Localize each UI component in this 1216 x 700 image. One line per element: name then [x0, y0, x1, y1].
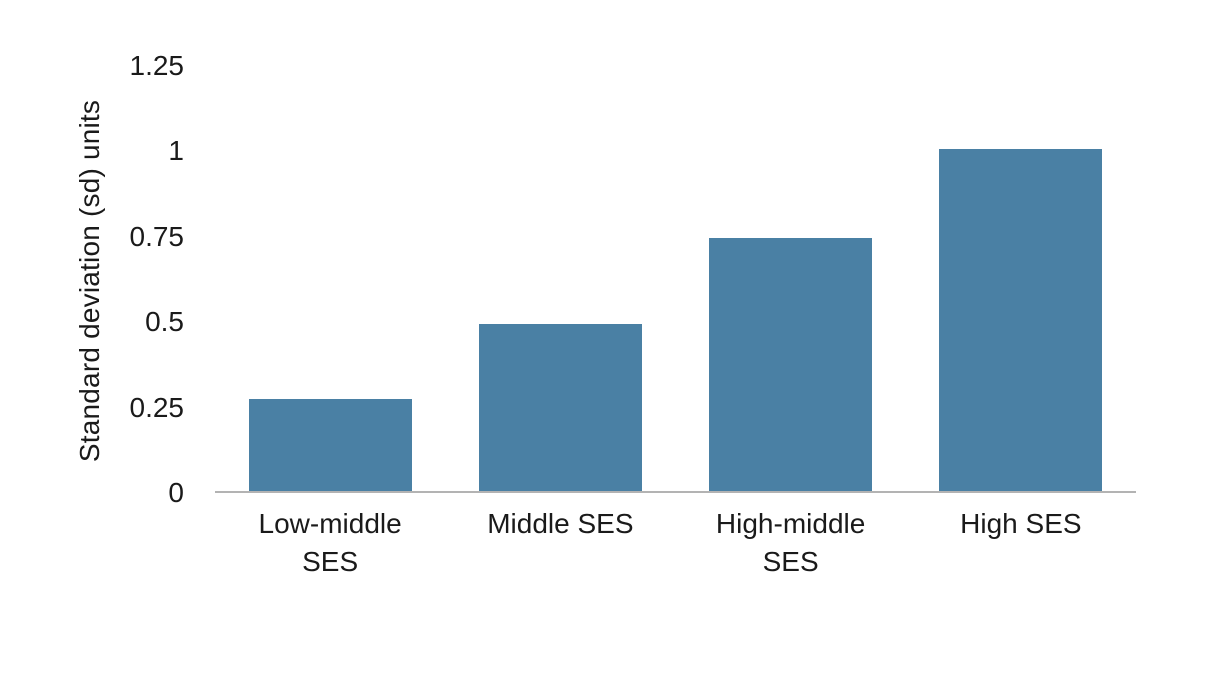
x-axis-baseline [215, 491, 1136, 493]
plot-area [215, 66, 1136, 493]
x-category-label-text: Middle SES [487, 508, 634, 539]
bar-high-middle-ses [709, 238, 873, 491]
x-category-label-high-middle-ses: High-middle SES [676, 505, 906, 581]
x-category-label-text: High SES [960, 508, 1082, 539]
y-axis-tick-labels: 0 0.25 0.5 0.75 1 1.25 [0, 0, 185, 700]
bar-high-ses [939, 149, 1103, 491]
x-category-label-high-ses: High SES [906, 505, 1136, 543]
x-category-label-text: Low-middle SES [258, 508, 402, 577]
y-tick-label-1.25: 1.25 [129, 50, 185, 81]
x-category-label-middle-ses: Middle SES [445, 505, 675, 543]
y-tick-label-0.75: 0.75 [129, 220, 185, 252]
x-category-label-low-middle-ses: Low-middle SES [215, 505, 445, 581]
bar-low-middle-ses [248, 398, 412, 491]
bar-middle-ses [478, 323, 642, 491]
y-tick-label-0.25: 0.25 [129, 391, 185, 423]
y-tick-label-0.5: 0.5 [145, 306, 184, 338]
y-tick-label-1: 1 [168, 135, 184, 167]
x-category-label-text: High-middle SES [715, 508, 866, 577]
y-tick-label-0: 0 [168, 477, 184, 508]
